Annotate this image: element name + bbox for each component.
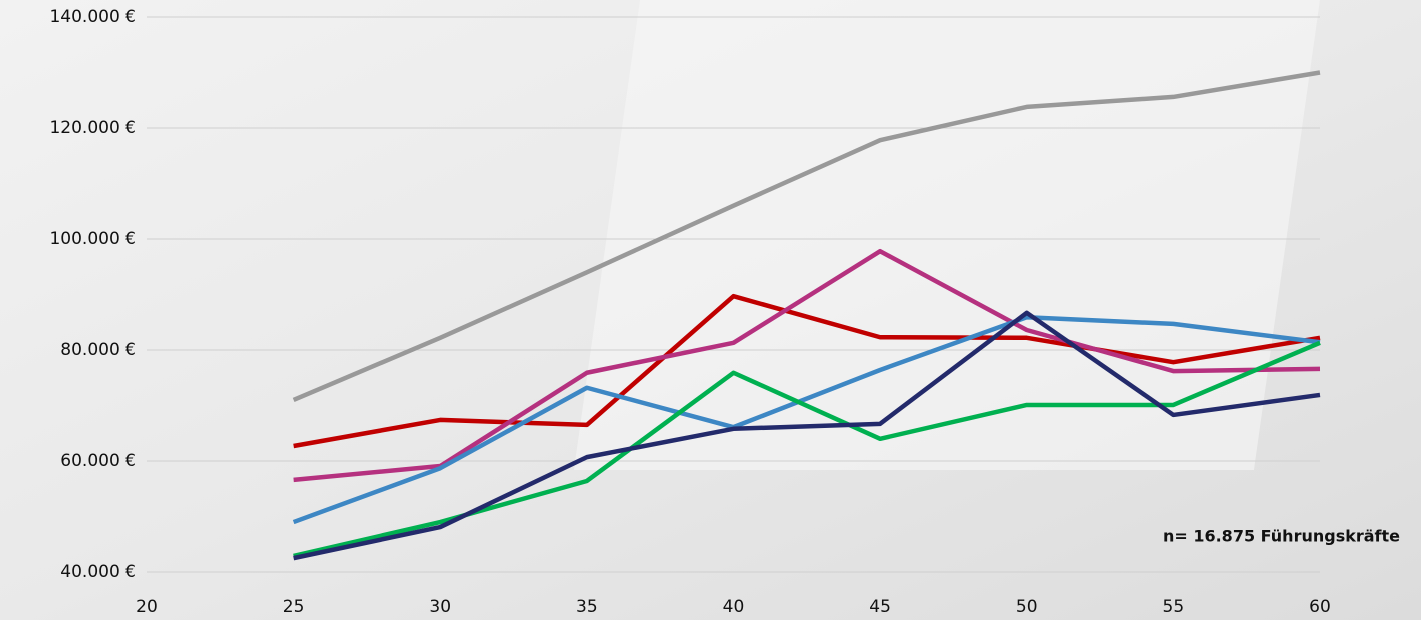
x-tick-label: 55 [1163, 597, 1185, 617]
x-tick-label: 60 [1309, 597, 1331, 617]
series-line [292, 315, 1321, 525]
y-tick-label: 120.000 € [49, 118, 136, 138]
x-tick-label: 25 [283, 597, 305, 617]
y-tick-label: 140.000 € [49, 7, 136, 27]
y-tick-label: 60.000 € [60, 451, 136, 471]
annotation: n= 16.875 Führungskräfte [1163, 527, 1400, 546]
x-tick-label: 20 [136, 597, 158, 617]
series-line [293, 293, 1321, 449]
x-tick-label: 35 [576, 597, 598, 617]
y-tick-label: 80.000 € [60, 340, 136, 360]
y-tick-label: 40.000 € [60, 562, 136, 582]
series-line [292, 70, 1321, 403]
series-line [293, 248, 1321, 483]
plot: 40.000 € 60.000 € 80.000 € 100.000 € 120.000… [49, 7, 1330, 617]
x-tick-label: 50 [1016, 597, 1038, 617]
x-tick-label: 45 [869, 597, 891, 617]
series-line [293, 310, 1321, 561]
background-screen [573, 0, 1320, 470]
x-tick-label: 30 [429, 597, 451, 617]
x-tick-label: 40 [723, 597, 745, 617]
y-tick-label: 100.000 € [49, 229, 136, 249]
